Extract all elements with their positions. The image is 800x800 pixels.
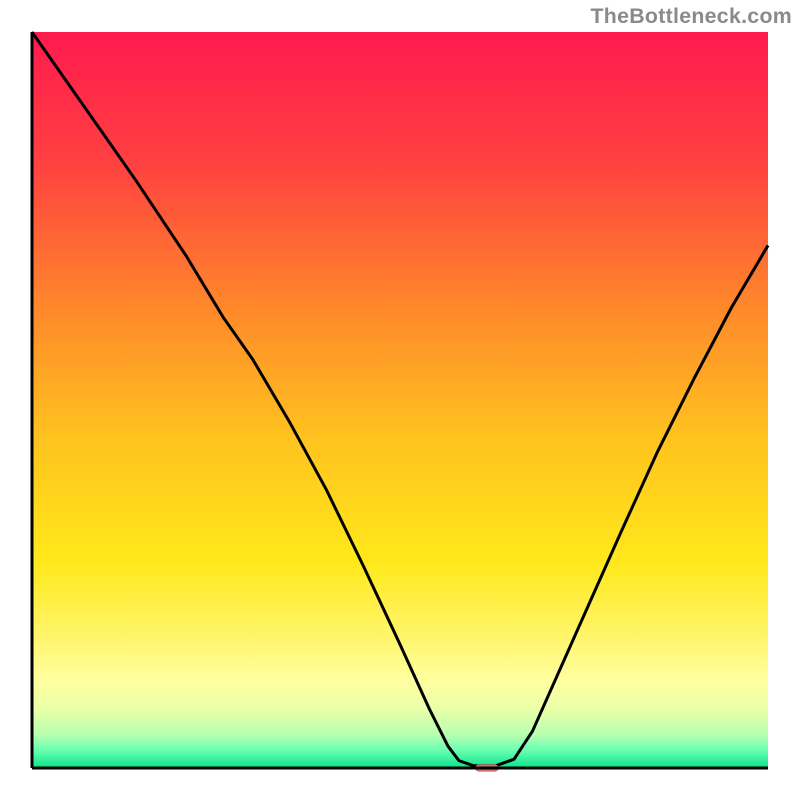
plot-background <box>32 32 768 768</box>
site-watermark: TheBottleneck.com <box>590 4 792 29</box>
bottleneck-chart <box>0 0 800 800</box>
